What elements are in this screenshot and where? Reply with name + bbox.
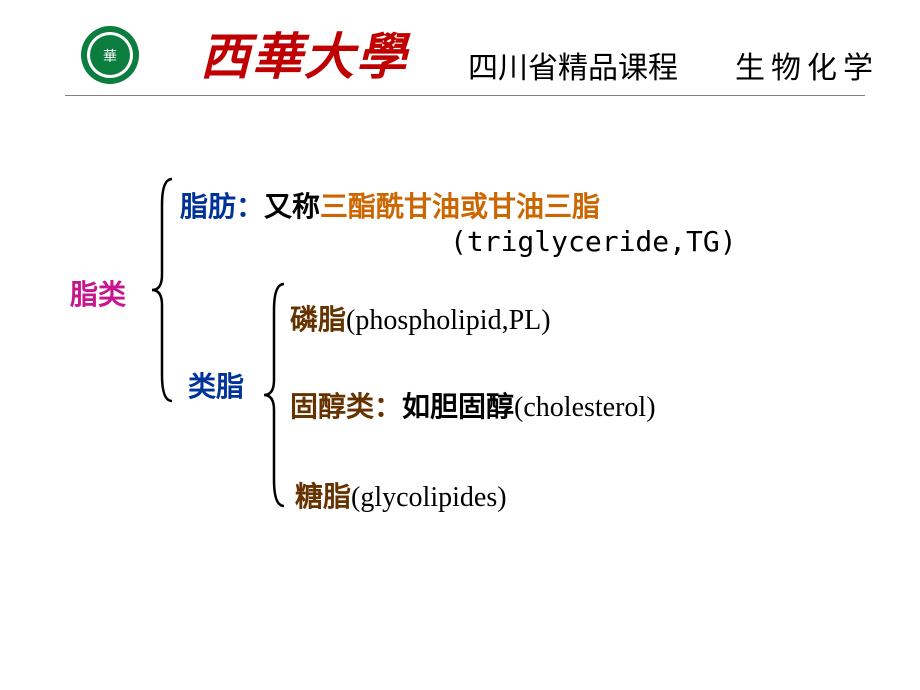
fat-mid: 又称 (264, 192, 320, 223)
subject-label: 生物化学 (735, 43, 879, 87)
brace-left-main (148, 175, 178, 410)
brace-left-sub (260, 280, 290, 515)
phospholipid-line: 磷脂(phospholipid,PL) (290, 298, 551, 338)
gly-prefix: 糖脂 (295, 482, 351, 513)
leizhi-label: 类脂 (188, 365, 244, 405)
slide-header: 華 西華大學 四川省精品课程 生物化学 (0, 25, 920, 85)
university-name: 西華大學 (200, 17, 408, 89)
root-label: 脂类 (70, 273, 126, 313)
fat-line: 脂肪：又称三酯酰甘油或甘油三脂 (180, 185, 600, 225)
university-logo: 華 (80, 25, 140, 90)
pl-rest: (phospholipid,PL) (346, 305, 551, 336)
header-divider (65, 95, 865, 96)
svg-text:華: 華 (103, 49, 117, 65)
fat-highlight: 三酯酰甘油或甘油三脂 (320, 192, 600, 223)
course-label: 四川省精品课程 (468, 43, 678, 87)
pl-prefix: 磷脂 (290, 305, 346, 336)
glycolipid-line: 糖脂(glycolipides) (295, 475, 507, 515)
gly-rest: (glycolipides) (351, 482, 507, 513)
chol-rest: (cholesterol) (514, 392, 656, 423)
chol-prefix: 固醇类： (290, 392, 402, 423)
cholesterol-line: 固醇类：如胆固醇(cholesterol) (290, 385, 656, 425)
chol-mid: 如胆固醇 (402, 392, 514, 423)
fat-prefix: 脂肪： (180, 192, 264, 223)
fat-subline: (triglyceride,TG) (450, 225, 737, 258)
